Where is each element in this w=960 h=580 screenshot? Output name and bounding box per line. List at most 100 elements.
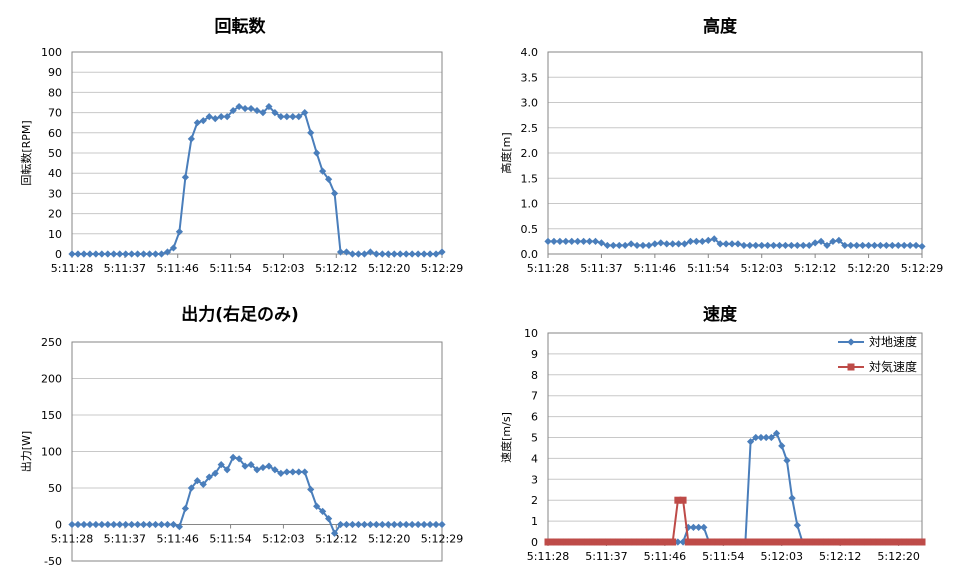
data-point: [793, 538, 801, 546]
data-point: [679, 496, 687, 504]
data-point: [336, 520, 345, 529]
y-tick-label: 8: [531, 369, 538, 382]
y-tick-label: 90: [48, 66, 62, 79]
data-point: [752, 538, 760, 546]
data-point: [612, 538, 620, 546]
data-point: [193, 119, 201, 127]
y-tick-label: 60: [48, 127, 62, 140]
data-point: [360, 250, 369, 258]
data-point: [366, 520, 374, 529]
data-point: [354, 520, 363, 529]
data-point: [830, 538, 838, 546]
data-point: [432, 250, 440, 258]
data-point: [145, 250, 154, 258]
data-point: [747, 538, 755, 546]
data-point: [122, 250, 130, 258]
data-point: [657, 239, 665, 247]
data-point: [565, 538, 573, 546]
data-point: [169, 520, 178, 529]
y-tick-label: 150: [41, 409, 62, 422]
data-point: [68, 520, 76, 529]
data-point: [757, 538, 765, 546]
data-point: [549, 538, 557, 546]
data-point: [556, 237, 564, 245]
data-point: [438, 520, 446, 529]
data-point: [823, 241, 831, 250]
data-point: [870, 241, 879, 250]
data-point: [627, 240, 635, 248]
data-point: [104, 250, 112, 258]
y-tick-label: 4: [531, 452, 538, 465]
data-point: [617, 538, 625, 546]
data-point: [301, 468, 309, 476]
data-point: [783, 538, 791, 546]
data-point: [390, 520, 398, 529]
data-point: [134, 520, 142, 529]
data-point: [783, 456, 791, 465]
data-point: [157, 250, 166, 258]
data-point: [762, 538, 770, 546]
data-point: [767, 433, 775, 442]
data-point: [217, 461, 225, 469]
x-tick-label: 5:11:46: [157, 262, 199, 275]
data-point: [746, 241, 754, 250]
x-tick-label: 5:12:12: [315, 533, 357, 546]
data-point: [633, 241, 641, 250]
data-point: [829, 237, 837, 245]
x-tick-label: 5:12:12: [819, 550, 861, 563]
data-point: [606, 538, 614, 546]
data-point: [778, 538, 786, 546]
data-point: [740, 241, 748, 250]
data-point: [850, 538, 858, 546]
data-point: [98, 520, 106, 529]
data-point: [799, 241, 807, 250]
data-point: [348, 520, 357, 529]
x-tick-label: 5:12:12: [794, 262, 836, 275]
data-point: [229, 106, 237, 115]
data-point: [859, 241, 867, 250]
x-tick-label: 5:12:20: [368, 262, 410, 275]
data-point: [372, 520, 380, 529]
x-tick-label: 5:11:37: [104, 533, 146, 546]
x-tick-label: 5:12:03: [262, 533, 304, 546]
x-tick-label: 5:11:54: [702, 550, 744, 563]
data-point: [897, 538, 905, 546]
data-point: [757, 433, 765, 442]
chart-title: 回転数: [214, 17, 266, 37]
data-point: [698, 237, 706, 245]
data-point: [169, 244, 178, 252]
chart-rpm: 回転数 0 10 20 30 40 50 60 70 80 90 100 5:11:28 5:11:37…: [0, 0, 480, 290]
y-tick-label: 50: [48, 482, 62, 495]
data-point: [104, 520, 112, 529]
data-point: [918, 242, 926, 251]
data-point: [741, 538, 749, 546]
y-tick-label: 10: [48, 228, 62, 241]
data-point: [767, 538, 775, 546]
y-tick-label: 1.0: [521, 198, 539, 211]
y-axis-label: 回転数[RPM]: [20, 120, 33, 185]
data-point: [871, 538, 879, 546]
chart-title: 高度: [703, 17, 737, 37]
chart-speed: 速度 0 1 2 3 4 5 6 7 8 9 10 5:11:28 5:11:37 5:11:46 5:11…: [480, 290, 960, 576]
y-tick-label: 3: [531, 473, 538, 486]
data-point: [390, 250, 398, 258]
data-point: [80, 250, 88, 258]
legend-label: 対気速度: [869, 359, 917, 374]
data-point: [736, 538, 744, 546]
data-point: [420, 520, 428, 529]
y-tick-label: 2.0: [521, 147, 539, 160]
data-point: [817, 237, 825, 245]
data-point: [814, 538, 822, 546]
data-point: [235, 102, 243, 111]
data-point: [223, 113, 231, 121]
data-point: [259, 463, 267, 472]
data-point: [426, 520, 434, 529]
y-tick-label: 0: [55, 519, 62, 532]
data-point: [902, 538, 910, 546]
plot-area: [71, 341, 443, 562]
data-point: [86, 250, 94, 258]
data-point: [788, 538, 796, 546]
y-tick-label: 4.0: [521, 46, 539, 59]
data-point: [658, 538, 666, 546]
data-point: [181, 504, 189, 513]
